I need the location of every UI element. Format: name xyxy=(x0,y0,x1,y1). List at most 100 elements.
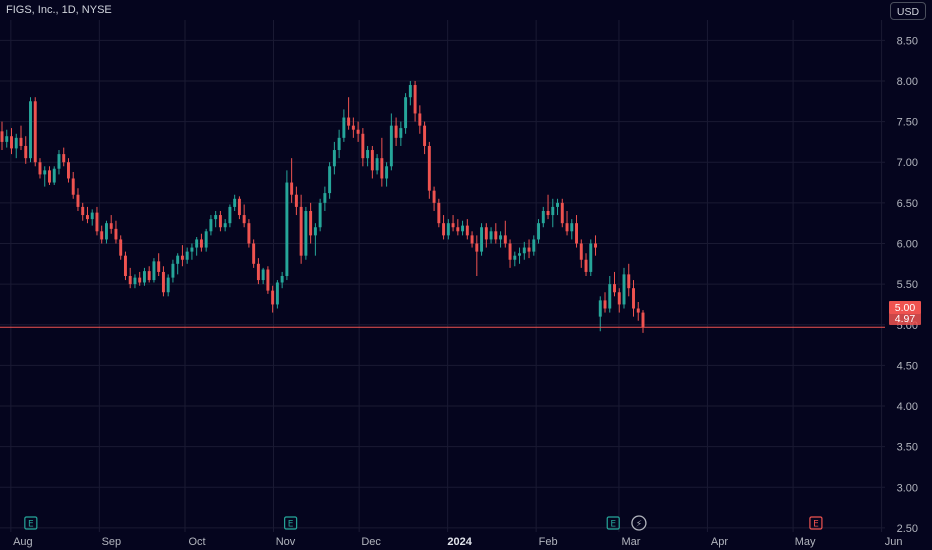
candle xyxy=(513,251,517,267)
candle xyxy=(475,235,479,276)
y-tick-label: 4.00 xyxy=(897,401,918,413)
candle xyxy=(470,231,474,248)
candle-body xyxy=(494,231,498,240)
candle xyxy=(228,204,232,228)
x-tick-label: May xyxy=(795,536,816,548)
candle-body xyxy=(499,235,503,240)
x-tick-label: Sep xyxy=(102,536,122,548)
earnings-event-marker[interactable]: E xyxy=(606,516,620,530)
candle-body xyxy=(0,131,4,142)
candle xyxy=(342,109,346,142)
close-price-tag: 4.97 xyxy=(889,313,921,325)
svg-text:5.00: 5.00 xyxy=(895,302,916,314)
candle-body xyxy=(342,117,346,138)
candle xyxy=(10,128,13,155)
candle xyxy=(271,285,275,313)
candle-body xyxy=(166,277,170,293)
candle xyxy=(456,219,460,236)
candle-body xyxy=(5,136,9,142)
candle xyxy=(294,186,298,216)
candle-body xyxy=(518,253,522,256)
candle xyxy=(622,267,626,309)
candle-body xyxy=(589,243,593,272)
candle-body xyxy=(252,243,256,264)
candle xyxy=(309,202,313,244)
candle xyxy=(465,219,469,240)
candle-body xyxy=(209,219,213,232)
candle-body xyxy=(19,137,23,146)
candle xyxy=(90,209,94,226)
candle xyxy=(570,219,574,240)
candle xyxy=(157,253,161,276)
candle-body xyxy=(489,231,493,240)
candle xyxy=(532,235,536,256)
candle xyxy=(541,206,545,228)
y-tick-label: 5.50 xyxy=(897,279,918,291)
candle-body xyxy=(575,223,578,244)
x-tick-label: Feb xyxy=(539,536,558,548)
candle xyxy=(133,274,137,289)
candle xyxy=(451,215,455,232)
candle-body xyxy=(427,145,431,191)
candle xyxy=(385,162,389,187)
candle xyxy=(223,219,227,232)
candle-body xyxy=(451,223,455,228)
candle xyxy=(361,128,365,167)
candle-body xyxy=(560,202,564,224)
candle xyxy=(366,145,370,167)
candle xyxy=(613,271,616,297)
y-tick-label: 6.00 xyxy=(897,238,918,250)
candle-body xyxy=(636,308,640,313)
candle-body xyxy=(551,206,555,216)
candle xyxy=(546,194,550,220)
candle xyxy=(584,253,588,276)
candle-body xyxy=(408,85,412,98)
x-tick-label: 2024 xyxy=(447,536,472,548)
candle-body xyxy=(275,282,279,305)
candle xyxy=(313,223,317,256)
candle xyxy=(499,231,503,248)
currency-button[interactable]: USD xyxy=(890,2,926,20)
candle xyxy=(565,210,569,236)
earnings-event-marker[interactable]: E xyxy=(284,516,298,530)
candle xyxy=(323,186,327,211)
candle xyxy=(632,280,635,317)
candle-body xyxy=(366,150,370,159)
candle-body xyxy=(237,198,241,216)
candle xyxy=(399,121,403,146)
y-tick-label: 7.00 xyxy=(897,157,918,169)
candle-body xyxy=(185,251,189,260)
symbol-title: FIGS, Inc., 1D, NYSE xyxy=(6,4,112,16)
candle xyxy=(617,288,621,313)
y-tick-label: 2.50 xyxy=(897,523,918,535)
candle-body xyxy=(484,227,488,240)
candle-body xyxy=(57,154,61,169)
candle xyxy=(204,228,208,252)
candle-body xyxy=(541,210,545,224)
candle xyxy=(494,223,498,244)
candle xyxy=(598,296,602,332)
candle-body xyxy=(157,261,161,272)
candle-body xyxy=(385,166,389,179)
candle xyxy=(408,80,412,106)
candle xyxy=(161,266,165,297)
candle-body xyxy=(85,215,89,220)
candle xyxy=(508,239,512,268)
candle-body xyxy=(195,239,199,248)
x-tick-label: Mar xyxy=(621,536,640,548)
candle-body xyxy=(67,162,70,179)
candle-body xyxy=(199,239,203,248)
last-price-tag: 5.00 xyxy=(889,301,921,314)
earnings-event-marker[interactable]: E xyxy=(809,516,823,530)
candle-body xyxy=(76,194,80,207)
candle-body xyxy=(223,223,227,228)
candle-body xyxy=(171,263,175,278)
earnings-event-marker[interactable]: E xyxy=(24,516,38,530)
event-markers[interactable]: E E E ⚡ E xyxy=(24,515,823,531)
candle xyxy=(418,105,422,134)
candle-body xyxy=(437,202,441,224)
candle xyxy=(537,219,541,244)
split-event-marker[interactable]: ⚡ xyxy=(631,515,647,531)
candle-body xyxy=(176,255,180,264)
